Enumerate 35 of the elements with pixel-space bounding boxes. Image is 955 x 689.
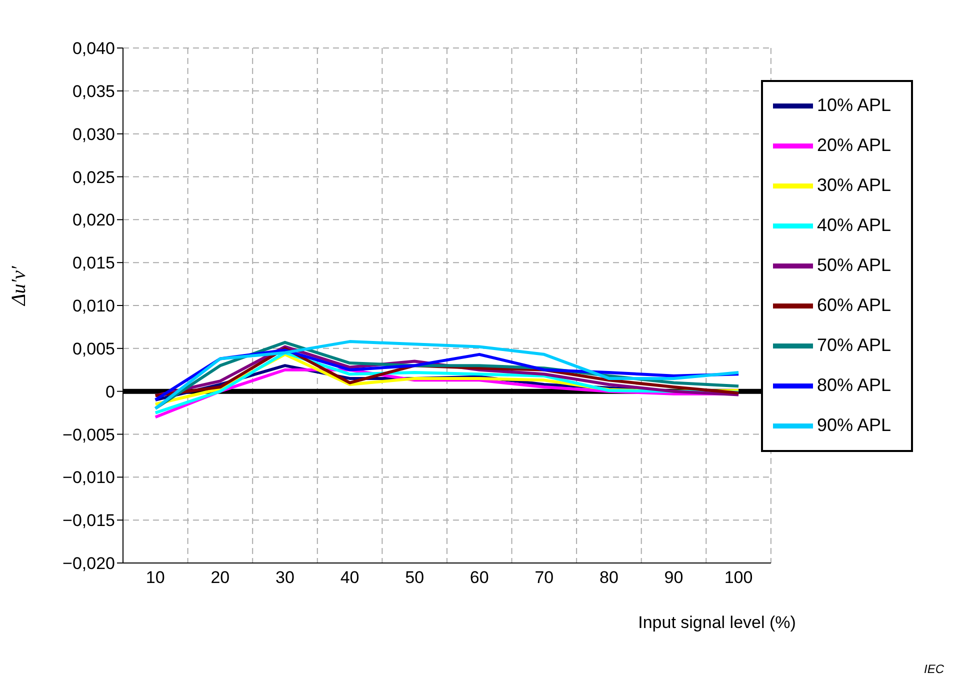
y-tick-label: 0,035 bbox=[72, 82, 115, 101]
legend-label: 80% APL bbox=[816, 374, 891, 395]
x-tick-label: 30 bbox=[276, 568, 294, 588]
y-tick-label: 0,020 bbox=[72, 210, 115, 230]
legend-label: 10% APL bbox=[816, 94, 891, 115]
legend-label: 70% APL bbox=[816, 334, 891, 355]
legend-label: 90% APL bbox=[816, 414, 891, 435]
x-tick-label: 20 bbox=[210, 568, 230, 588]
y-tick-label: 0,040 bbox=[72, 39, 115, 58]
y-tick-label: 0,005 bbox=[72, 339, 115, 358]
x-tick-label: 50 bbox=[405, 568, 424, 588]
x-tick-label: 90 bbox=[664, 568, 684, 588]
x-tick-label: 10 bbox=[146, 568, 165, 588]
legend-label: 20% APL bbox=[816, 134, 891, 155]
y-tick-label: 0,025 bbox=[72, 168, 115, 187]
legend-label: 30% APL bbox=[816, 174, 891, 195]
y-tick-label: 0,030 bbox=[72, 124, 115, 144]
y-tick-label: −0,015 bbox=[62, 511, 115, 530]
y-tick-label: 0 bbox=[106, 382, 115, 402]
x-tick-label: 80 bbox=[599, 568, 618, 588]
legend-label: 40% APL bbox=[816, 214, 891, 235]
legend-label: 50% APL bbox=[816, 254, 891, 275]
y-tick-label: −0,020 bbox=[62, 554, 115, 574]
x-tick-label: 70 bbox=[534, 568, 554, 588]
y-tick-label: 0,015 bbox=[72, 254, 115, 273]
y-axis-title: Δu′v′ bbox=[8, 266, 30, 306]
x-tick-label: 40 bbox=[340, 568, 360, 588]
legend-label: 60% APL bbox=[816, 294, 891, 315]
x-tick-label: 100 bbox=[724, 568, 753, 588]
y-tick-label: 0,010 bbox=[72, 296, 115, 316]
y-tick-label: −0,005 bbox=[62, 425, 115, 444]
x-tick-label: 60 bbox=[470, 568, 489, 588]
y-tick-label: −0,010 bbox=[62, 468, 115, 488]
x-axis-title: Input signal level (%) bbox=[638, 613, 796, 632]
text: IEC bbox=[924, 662, 944, 676]
